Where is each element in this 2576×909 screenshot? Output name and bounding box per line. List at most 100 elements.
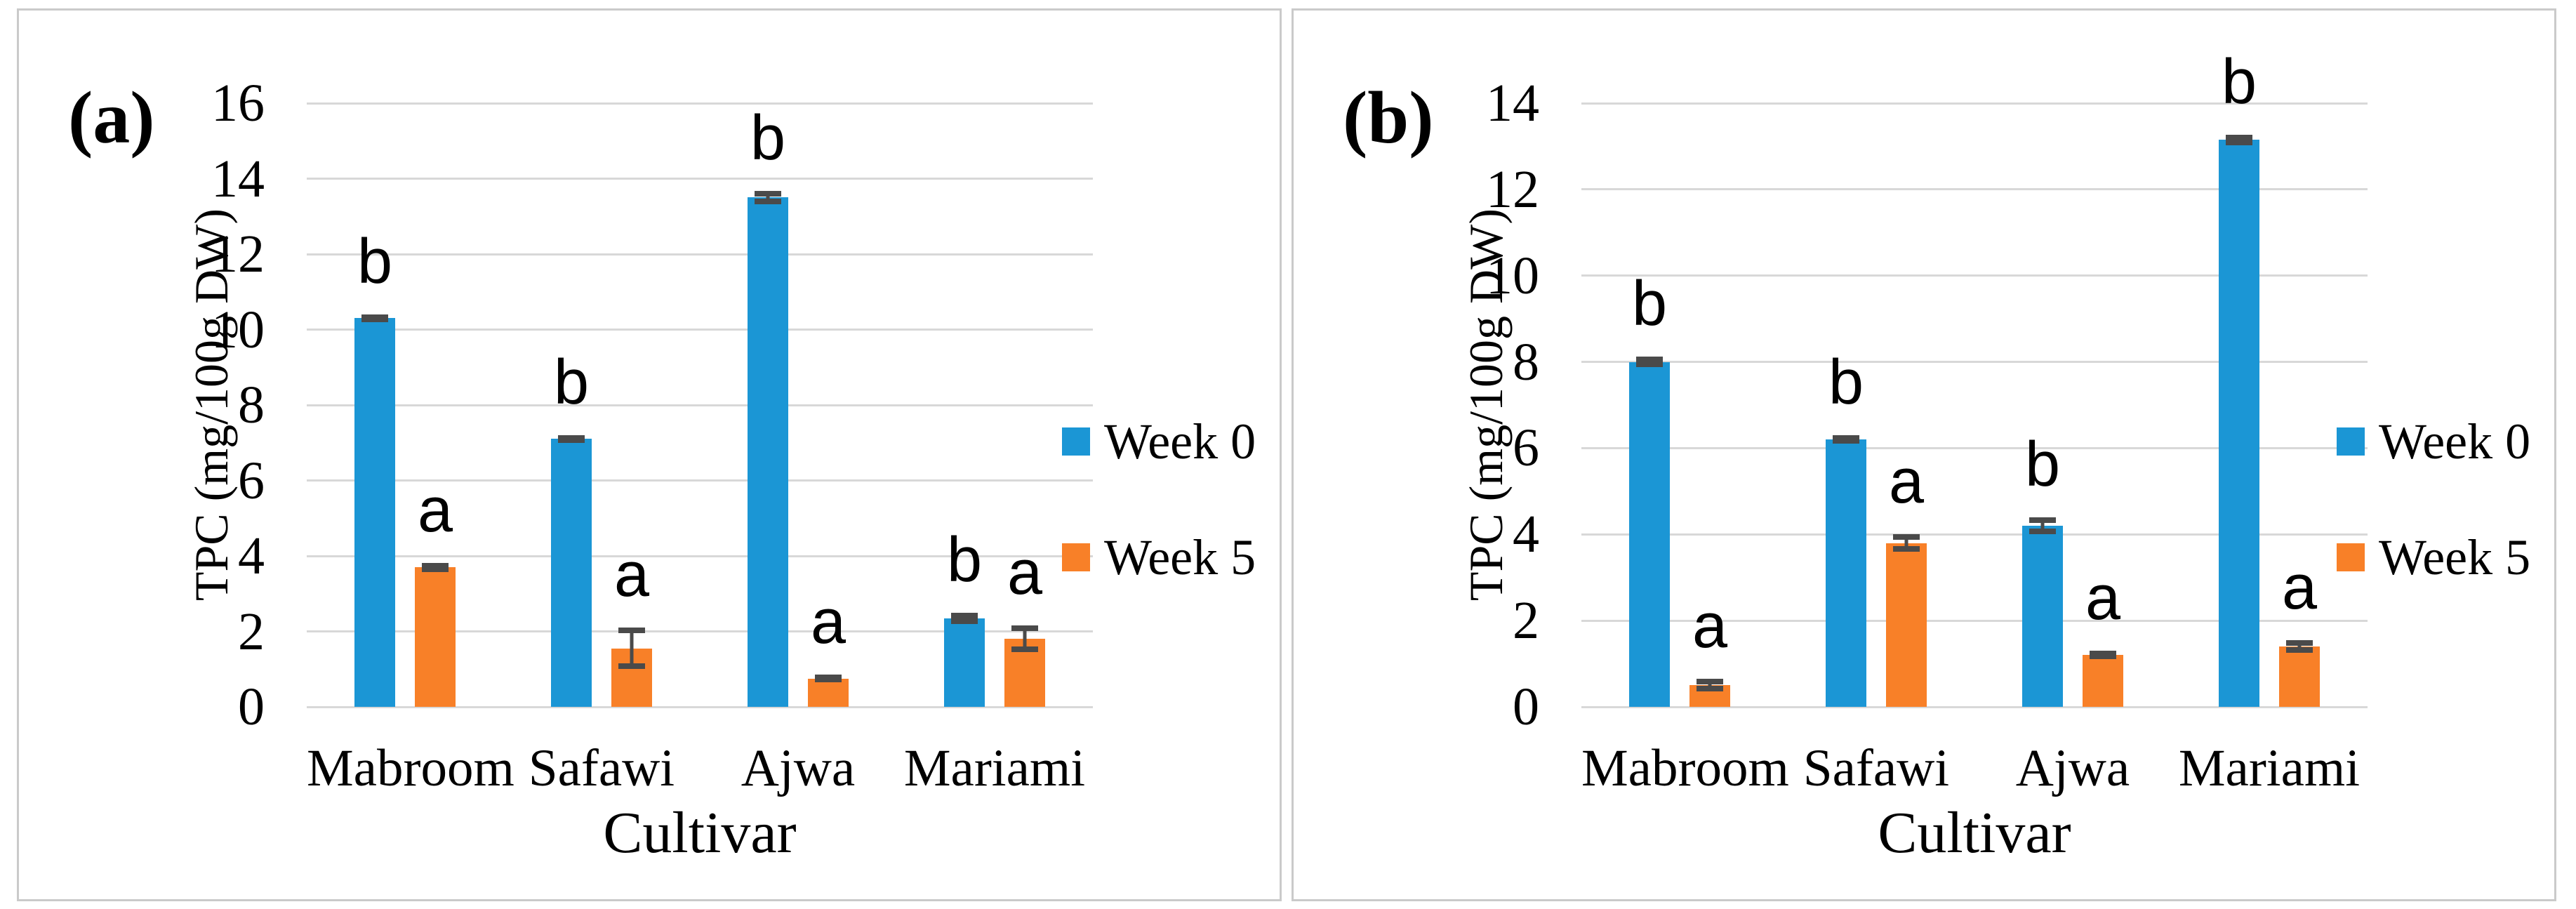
gridline-10 — [307, 329, 1093, 331]
legend-label-week5: Week 5 — [1104, 529, 1256, 585]
sig-letter-week-5-safawi: a — [613, 540, 650, 611]
legend-label-week0: Week 0 — [1104, 413, 1256, 470]
sig-letter-week-5-mariami: a — [2281, 552, 2318, 623]
error-bar-cap-top — [1636, 357, 1663, 363]
sig-letter-week-0-ajwa: b — [750, 102, 786, 173]
legend-label-week0: Week 0 — [2379, 413, 2531, 470]
bar-week-5-safawi — [1886, 543, 1927, 707]
error-bar-stem — [962, 612, 967, 624]
error-bar-cap-bottom — [951, 618, 978, 624]
error-bar-week-0-ajwa — [2029, 517, 2056, 535]
sig-letter-week-5-mabroom: a — [1692, 591, 1728, 662]
error-bar-week-0-mabroom — [1636, 357, 1663, 367]
gridline-12 — [307, 253, 1093, 256]
error-bar-stem — [1023, 625, 1027, 653]
error-bar-week-5-ajwa — [815, 675, 842, 683]
legend-item-week0: Week 0 — [1062, 412, 1256, 471]
y-tick-label-12: 12 — [211, 225, 265, 284]
y-tick-label-8: 8 — [1513, 332, 1539, 392]
error-bar-cap-top — [2090, 651, 2116, 657]
bar-week-0-mariami — [2219, 140, 2259, 707]
category-label-mabroom: Mabroom — [307, 739, 514, 797]
error-bar-cap-bottom — [755, 199, 781, 205]
x-axis-category-labels: Mabroom Safawi Ajwa Mariami — [307, 739, 1093, 802]
y-tick-label-8: 8 — [238, 376, 265, 434]
error-bar-cap-bottom — [618, 663, 645, 670]
sig-letter-week-5-mariami: a — [1007, 538, 1043, 609]
category-label-ajwa: Ajwa — [741, 739, 856, 797]
error-bar-week-5-mabroom — [1697, 679, 1723, 692]
sig-letter-week-0-mariami: b — [2221, 46, 2257, 117]
gridline-6 — [1581, 446, 2368, 449]
bar-week-5-ajwa — [808, 678, 849, 707]
error-bar-week-0-ajwa — [755, 190, 781, 205]
error-bar-cap-bottom — [1636, 361, 1663, 367]
y-tick-label-4: 4 — [238, 526, 265, 585]
y-axis-ticks: 0 2 4 6 8 10 12 14 — [1294, 11, 1560, 899]
y-tick-label-14: 14 — [1486, 74, 1539, 133]
gridline-8 — [307, 404, 1093, 406]
y-tick-label-16: 16 — [211, 74, 265, 133]
legend-swatch-week5 — [1062, 543, 1090, 571]
gridline-0 — [1581, 705, 2368, 708]
y-tick-label-6: 6 — [1513, 418, 1539, 478]
error-bar-week-0-mabroom — [361, 314, 388, 322]
error-bar-stem — [2040, 517, 2045, 535]
legend-swatch-week5 — [2337, 543, 2365, 571]
gridline-6 — [307, 479, 1093, 482]
panel-label-b: (b) — [1343, 77, 1434, 159]
bar-week-0-mariami — [944, 618, 985, 707]
sig-letter-week-5-ajwa: a — [2085, 563, 2121, 634]
error-bar-week-5-mabroom — [422, 562, 449, 572]
sig-letter-week-0-safawi: b — [553, 347, 590, 418]
legend-item-week5: Week 5 — [2337, 528, 2530, 587]
sig-letter-week-0-mabroom: b — [357, 227, 393, 297]
error-bar-cap-top — [2029, 517, 2056, 523]
bar-week-0-safawi — [1826, 439, 1866, 707]
error-bar-cap-top — [951, 612, 978, 618]
error-bar-cap-top — [1893, 534, 1920, 540]
bar-week-0-mabroom — [1629, 361, 1670, 707]
legend-item-week0: Week 0 — [2337, 412, 2530, 471]
error-bar-cap-bottom — [2029, 529, 2056, 535]
y-tick-label-12: 12 — [1486, 159, 1539, 219]
bar-week-0-safawi — [551, 439, 592, 707]
category-label-mariami: Mariami — [903, 739, 1086, 797]
error-bar-cap-bottom — [815, 677, 842, 683]
sig-letter-week-5-ajwa: a — [810, 587, 847, 658]
error-bar-cap-bottom — [2226, 139, 2252, 145]
error-bar-week-5-ajwa — [2090, 651, 2116, 660]
sig-letter-week-0-mariami: b — [946, 524, 983, 595]
error-bar-cap-bottom — [422, 566, 449, 572]
gridline-16 — [307, 102, 1093, 105]
x-axis-title: Cultivar — [603, 800, 797, 865]
error-bar-cap-bottom — [2090, 653, 2116, 660]
gridline-4 — [307, 555, 1093, 557]
sig-letter-week-5-safawi: a — [1888, 446, 1925, 517]
error-bar-cap-top — [1011, 625, 1038, 632]
bar-week-0-ajwa — [748, 197, 788, 707]
sig-letter-week-5-mabroom: a — [417, 475, 453, 545]
y-tick-label-0: 0 — [238, 677, 265, 736]
gridline-14 — [307, 178, 1093, 180]
panel-label-a: (a) — [68, 77, 155, 159]
error-bar-cap-bottom — [1893, 545, 1920, 552]
legend-swatch-week0 — [1062, 427, 1090, 456]
error-bar-cap-bottom — [1011, 646, 1038, 653]
y-tick-label-6: 6 — [238, 451, 265, 510]
legend-label-week5: Week 5 — [2379, 529, 2531, 585]
bar-week-5-mabroom — [415, 567, 456, 707]
x-axis-title: Cultivar — [1878, 800, 2071, 865]
error-bar-week-0-mariami — [2226, 134, 2252, 145]
gridline-0 — [307, 705, 1093, 708]
category-label-mariami: Mariami — [2178, 739, 2361, 797]
error-bar-cap-top — [1833, 435, 1859, 441]
gridline-12 — [1581, 188, 2368, 191]
y-tick-label-2: 2 — [238, 602, 265, 661]
error-bar-stem — [1708, 679, 1712, 692]
error-bar-cap-top — [2226, 134, 2252, 140]
error-bar-week-0-safawi — [558, 435, 585, 443]
